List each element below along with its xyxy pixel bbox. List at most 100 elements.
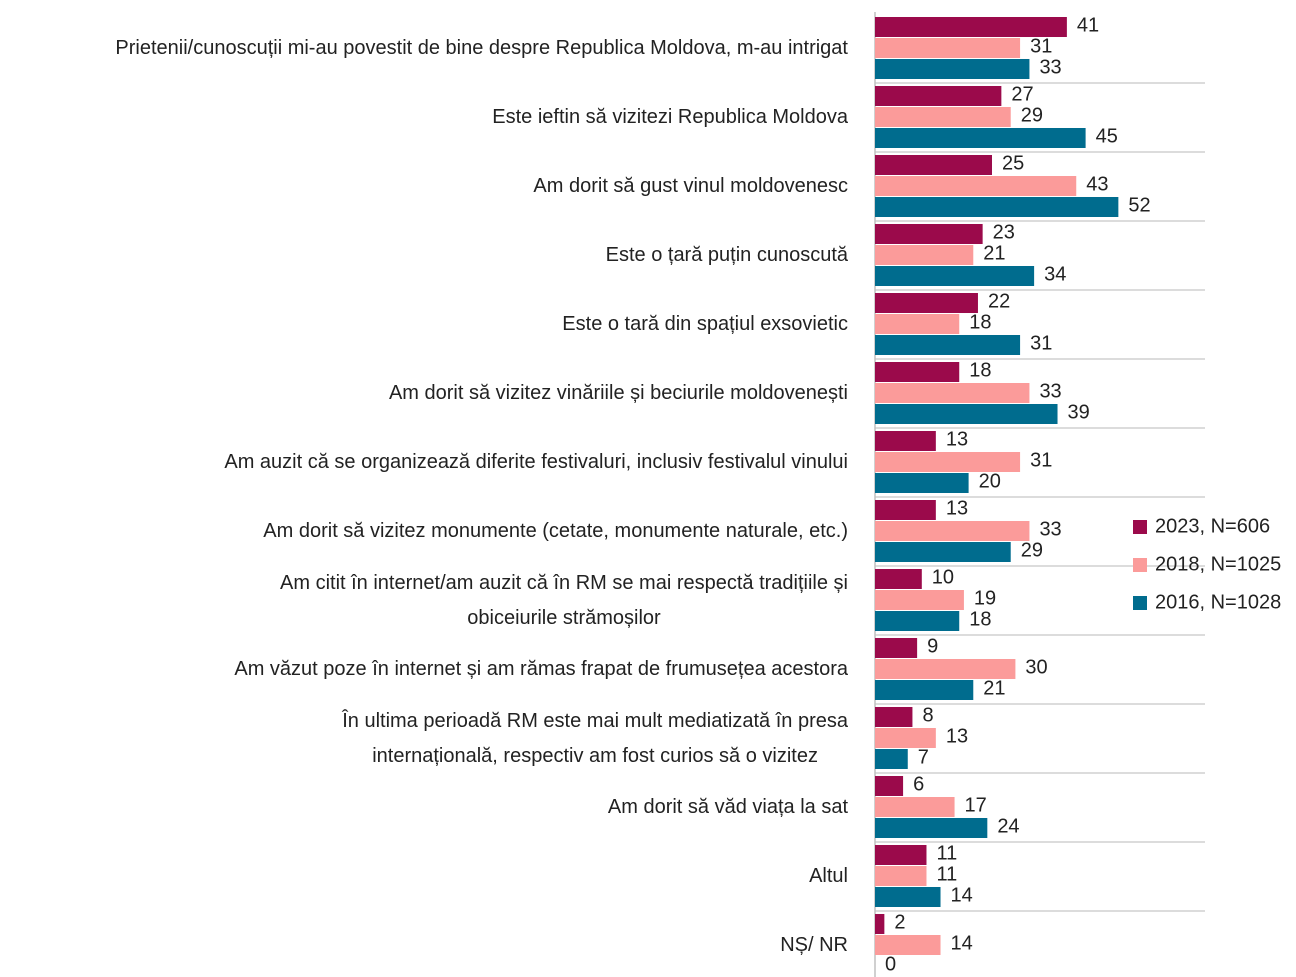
legend-swatch	[1133, 520, 1147, 534]
category-label: NȘ/ NR	[780, 911, 848, 977]
value-label: 39	[1068, 401, 1090, 423]
value-label: 33	[1039, 518, 1061, 540]
category-label: Este o tară din spațiul exsovietic	[562, 290, 848, 359]
value-label: 23	[993, 221, 1015, 243]
category-text: Prietenii/cunoscuții mi-au povestit de b…	[115, 37, 848, 59]
bar	[875, 314, 960, 334]
value-label: 19	[974, 587, 996, 609]
value-label: 31	[1030, 332, 1052, 354]
category-label: Am dorit să vizitez monumente (cetate, m…	[263, 497, 848, 566]
bar	[875, 335, 1021, 355]
value-label: 11	[936, 863, 957, 885]
legend-swatch	[1133, 596, 1147, 610]
bar	[875, 542, 1011, 562]
bar	[875, 521, 1030, 541]
category-label: Am dorit să vizitez vinăriile și beciuri…	[389, 359, 848, 428]
bar	[875, 59, 1030, 79]
category-text: Am văzut poze în internet și am rămas fr…	[234, 658, 848, 680]
legend-label: 2023, N=606	[1155, 515, 1270, 537]
bar	[875, 473, 969, 493]
category-text: Am dorit să gust vinul moldovenesc	[533, 175, 848, 197]
value-label: 13	[946, 725, 968, 747]
bar	[875, 680, 974, 700]
bar	[875, 197, 1119, 217]
category-text: Este o tară din spațiul exsovietic	[562, 313, 848, 335]
value-label: 29	[1021, 104, 1043, 126]
bar	[875, 38, 1021, 58]
category-label: Este o țară puțin cunoscută	[606, 221, 848, 290]
bar	[875, 845, 927, 865]
value-label: 22	[988, 290, 1010, 312]
bar	[875, 659, 1016, 679]
category-text: Am dorit să vizitez monumente (cetate, m…	[263, 520, 848, 542]
bar	[875, 245, 974, 265]
legend-swatch	[1133, 558, 1147, 572]
category-text: Este ieftin să vizitezi Republica Moldov…	[492, 106, 848, 128]
value-label: 29	[1021, 539, 1043, 561]
bar	[875, 914, 885, 934]
bar	[875, 500, 936, 520]
value-label: 18	[969, 311, 991, 333]
category-text: Am citit în internet/am auzit că în RM s…	[280, 571, 848, 629]
legend-label: 2018, N=1025	[1155, 553, 1281, 575]
value-label: 18	[969, 608, 991, 630]
value-label: 33	[1039, 380, 1061, 402]
value-label: 41	[1077, 14, 1099, 36]
category-label: Am citit în internet/am auzit că în RM s…	[280, 566, 848, 635]
category-label: Am auzit că se organizează diferite fest…	[224, 428, 848, 497]
bar	[875, 728, 936, 748]
value-label: 27	[1011, 83, 1033, 105]
bar	[875, 749, 908, 769]
value-label: 13	[946, 497, 968, 519]
value-label: 10	[932, 566, 954, 588]
bar	[875, 155, 992, 175]
value-label: 34	[1044, 263, 1066, 285]
value-label: 18	[969, 359, 991, 381]
category-text: Am dorit să văd viața la sat	[607, 796, 848, 818]
value-label: 2	[894, 911, 905, 933]
bar	[875, 707, 913, 727]
value-label: 8	[922, 704, 933, 726]
bar	[875, 176, 1077, 196]
value-label: 21	[983, 677, 1005, 699]
bar	[875, 86, 1002, 106]
bar	[875, 611, 960, 631]
bar	[875, 590, 964, 610]
bar	[875, 431, 936, 451]
bar	[875, 17, 1067, 37]
value-label: 17	[965, 794, 987, 816]
bar	[875, 224, 983, 244]
bar	[875, 293, 978, 313]
bar	[875, 128, 1086, 148]
bar	[875, 383, 1030, 403]
value-label: 45	[1096, 125, 1118, 147]
value-label: 9	[927, 635, 938, 657]
bar	[875, 266, 1035, 286]
bar	[875, 452, 1021, 472]
value-label: 24	[997, 815, 1019, 837]
value-label: 14	[951, 884, 973, 906]
bar	[875, 935, 941, 955]
bar	[875, 638, 918, 658]
bar	[875, 797, 955, 817]
legend-label: 2016, N=1028	[1155, 591, 1281, 613]
value-label: 20	[979, 470, 1001, 492]
category-label: Am văzut poze în internet și am rămas fr…	[234, 635, 848, 704]
bar	[875, 887, 941, 907]
value-label: 14	[951, 932, 973, 954]
value-label: 7	[918, 746, 929, 768]
bar	[875, 404, 1058, 424]
category-text: Am dorit să vizitez vinăriile și beciuri…	[388, 382, 848, 404]
value-label: 21	[983, 242, 1005, 264]
value-label: 31	[1030, 449, 1052, 471]
value-label: 30	[1025, 656, 1047, 678]
category-text: În ultima perioadă RM este mai mult medi…	[342, 709, 848, 767]
value-label: 25	[1002, 152, 1024, 174]
value-label: 31	[1030, 35, 1052, 57]
value-label: 43	[1086, 173, 1108, 195]
category-label: În ultima perioadă RM este mai mult medi…	[342, 704, 848, 773]
bar	[875, 866, 927, 886]
value-label: 52	[1128, 194, 1150, 216]
category-text: Altul	[809, 865, 848, 887]
